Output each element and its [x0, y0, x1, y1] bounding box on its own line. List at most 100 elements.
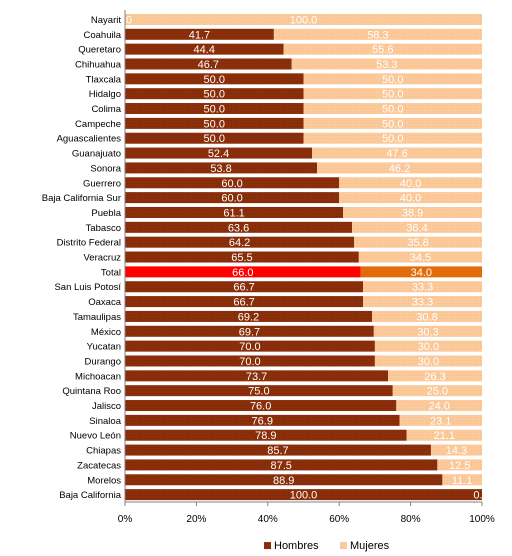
category-label-aguascalientes: Aguascalientes [57, 134, 122, 145]
data-label-hombres-guanajuato: 52.4 [208, 148, 229, 160]
bar-hombres-zacatecas [125, 459, 438, 471]
data-label-hombres-m-xico: 69.7 [239, 326, 260, 338]
data-label-mujeres-oaxaca: 33.3 [412, 297, 433, 309]
data-label-mujeres-colima: 50.0 [382, 104, 403, 116]
bar-hombres-yucatan [125, 340, 375, 352]
data-label-mujeres-queretaro: 55.6 [372, 44, 393, 56]
bar-mujeres-coahuila [273, 28, 482, 40]
bar-mujeres-campeche [303, 117, 482, 129]
bar-hombres-guerrero [125, 177, 340, 189]
data-label-mujeres-tabasco: 36.4 [406, 222, 427, 234]
data-label-mujeres-nayarit: 100.0 [290, 14, 318, 26]
category-label-zacatecas: Zacatecas [77, 460, 121, 471]
bar-mujeres-durango [374, 355, 482, 367]
data-label-mujeres-m-xico: 30.3 [417, 326, 438, 338]
bar-hombres-distrito-federal [125, 236, 355, 248]
bar-mujeres-sonora [317, 162, 482, 174]
data-label-hombres-veracruz: 65.5 [231, 252, 252, 264]
data-label-mujeres-total: 34.0 [411, 267, 432, 279]
data-label-hombres-guerrero: 60.0 [221, 178, 242, 190]
bar-hombres-san-luis-potos- [125, 281, 364, 293]
category-label-quintana-roo: Quintana Roo [62, 386, 121, 397]
bar-hombres-jalisco [125, 400, 397, 412]
bar-mujeres-morelos [442, 474, 482, 486]
category-label-total: Total [101, 267, 121, 278]
data-label-mujeres-quintana-roo: 25.0 [427, 386, 448, 398]
category-label-morelos: Morelos [87, 475, 121, 486]
category-label-baja-california-sur: Baja California Sur [42, 193, 121, 204]
bar-hombres-guanajuato [125, 147, 313, 159]
category-label-sonora: Sonora [90, 163, 121, 174]
category-label-puebla: Puebla [91, 208, 121, 219]
data-label-hombres-zacatecas: 87.5 [270, 460, 291, 472]
data-label-mujeres-nuevo-le-n: 21.1 [434, 430, 455, 442]
data-label-hombres-michoacan: 73.7 [246, 371, 267, 383]
category-label-nayarit: Nayarit [91, 15, 121, 26]
bar-hombres-durango [125, 355, 375, 367]
category-label-chihuahua: Chihuahua [75, 59, 122, 70]
bar-mujeres-veracruz [358, 251, 482, 263]
bar-mujeres-michoacan [388, 370, 482, 382]
bar-mujeres-guerrero [339, 177, 482, 189]
category-label-guerrero: Guerrero [83, 178, 121, 189]
bar-mujeres-tlaxcala [303, 73, 482, 85]
data-label-mujeres-jalisco: 24.0 [428, 401, 449, 413]
plot-area: Nayarit 100.0 0 Coahuila 41.7 58.3 Queretaro 44… [42, 13, 489, 502]
data-label-mujeres-yucatan: 30.0 [418, 341, 439, 353]
bar-hombres-oaxaca [125, 296, 364, 308]
data-label-hombres-baja-california-sur: 60.0 [221, 193, 242, 205]
bar-mujeres-quintana-roo [392, 385, 482, 397]
bar-mujeres-tabasco [352, 221, 482, 233]
x-axis: 0% 20% 40% 60% 80% 100% [118, 10, 495, 525]
bar-mujeres-zacatecas [437, 459, 482, 471]
bar-mujeres-tamaulipas [372, 310, 482, 322]
data-label-mujeres-chihuahua: 53.3 [376, 59, 397, 71]
legend-label-mujeres: Mujeres [350, 540, 390, 552]
category-label-colima: Colima [91, 104, 121, 115]
x-tick-label: 60% [329, 514, 349, 525]
bar-hombres-baja-california [125, 489, 482, 501]
category-label-coahuila: Coahuila [84, 30, 122, 41]
category-label-michoacan: Michoacan [75, 371, 121, 382]
bar-mujeres-oaxaca [363, 296, 482, 308]
bar-mujeres-hidalgo [303, 88, 482, 100]
category-label-yucatan: Yucatan [87, 342, 121, 353]
bar-hombres-sinaloa [125, 414, 400, 426]
data-label-hombres-aguascalientes: 50.0 [204, 133, 225, 145]
category-label-queretaro: Queretaro [78, 45, 121, 56]
data-label-mujeres-zero-baja-california: 0.0 [473, 490, 488, 502]
category-label-m-xico: México [91, 327, 121, 338]
category-label-nuevo-le-n: Nuevo León [70, 431, 121, 442]
x-tick-label: 80% [401, 514, 421, 525]
bar-hombres-total [125, 266, 361, 278]
data-label-mujeres-baja-california-sur: 40.0 [400, 193, 421, 205]
bar-mujeres-total [360, 266, 482, 278]
category-label-durango: Durango [85, 356, 121, 367]
bar-mujeres-jalisco [396, 400, 482, 412]
bar-hombres-campeche [125, 117, 304, 129]
data-label-hombres-sinaloa: 76.9 [252, 415, 273, 427]
category-label-sinaloa: Sinaloa [89, 416, 121, 427]
data-label-hombres-tlaxcala: 50.0 [204, 74, 225, 86]
bar-hombres-nuevo-le-n [125, 429, 407, 441]
data-label-hombres-queretaro: 44.4 [194, 44, 215, 56]
data-label-mujeres-sinaloa: 23.1 [430, 415, 451, 427]
x-tick-label: 40% [258, 514, 278, 525]
category-label-tlaxcala: Tlaxcala [86, 74, 122, 85]
bar-mujeres-m-xico [373, 325, 482, 337]
data-label-mujeres-campeche: 50.0 [382, 118, 403, 130]
x-tick-label: 0% [118, 514, 133, 525]
legend: Hombres Mujeres [264, 540, 390, 552]
category-label-tabasco: Tabasco [86, 223, 121, 234]
data-label-mujeres-morelos: 11.1 [452, 475, 473, 487]
bar-mujeres-sinaloa [399, 414, 482, 426]
x-tick-label: 20% [186, 514, 206, 525]
bar-mujeres-chihuahua [291, 58, 482, 70]
bar-hombres-tabasco [125, 221, 353, 233]
bar-mujeres-distrito-federal [354, 236, 482, 248]
category-label-campeche: Campeche [75, 119, 121, 130]
bar-hombres-tamaulipas [125, 310, 373, 322]
bar-hombres-tlaxcala [125, 73, 304, 85]
data-label-mujeres-coahuila: 58.3 [367, 29, 388, 41]
